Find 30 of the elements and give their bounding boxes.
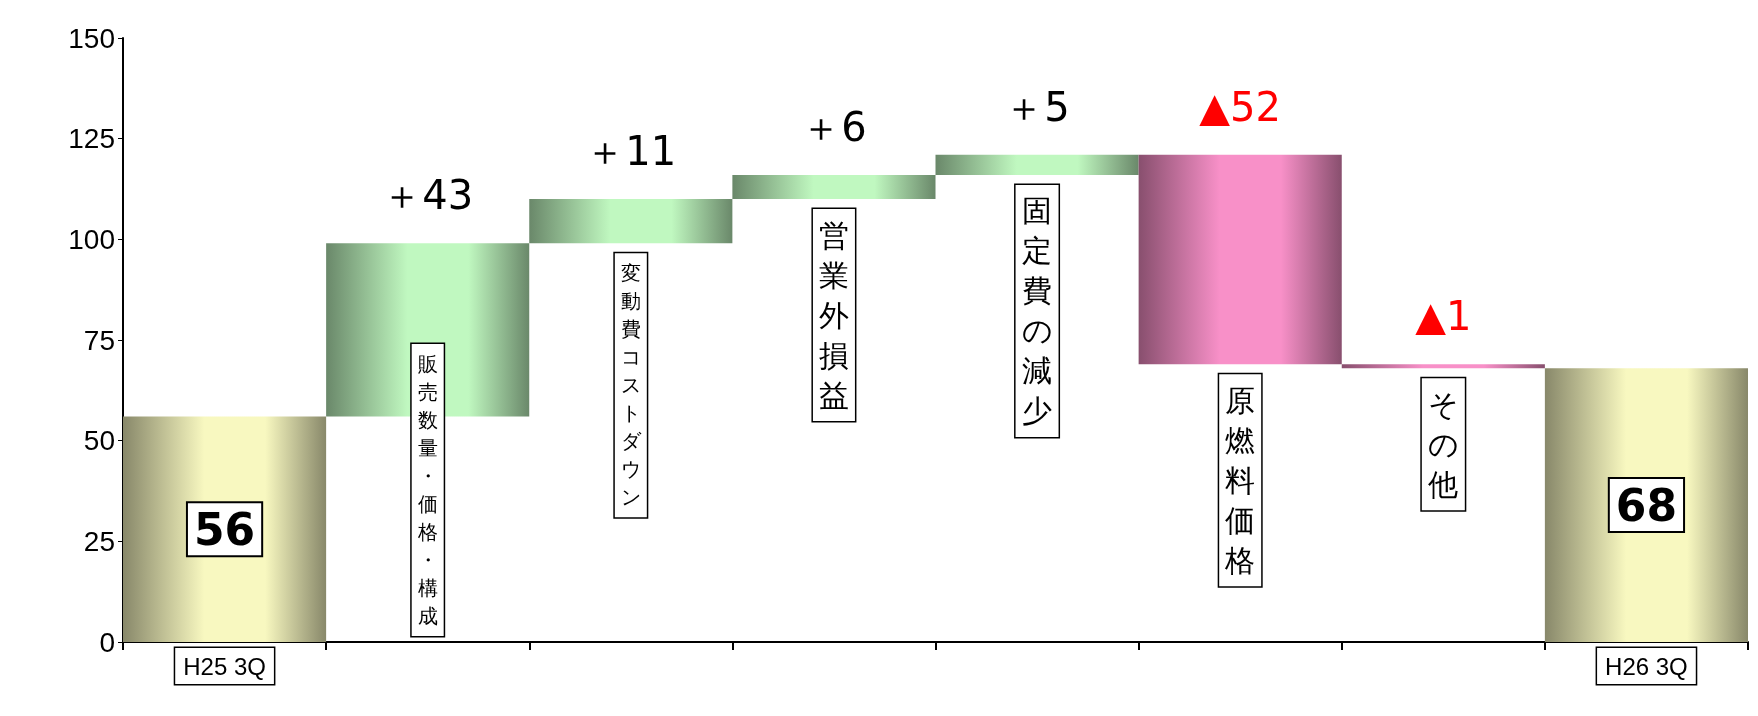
bar <box>1544 368 1748 642</box>
bar <box>123 416 327 642</box>
data-label: ▲52 <box>1199 83 1282 130</box>
data-label: ＋6 <box>801 103 867 150</box>
y-tick-label: 0 <box>99 626 115 658</box>
x-tick-label: H26 3Q <box>1605 652 1688 680</box>
y-tick-label: 75 <box>83 324 115 356</box>
category-label: 販売数量・価格・構成 <box>417 352 438 628</box>
data-label: ＋43 <box>382 172 474 219</box>
data-label: ▲1 <box>1415 293 1472 340</box>
x-tick-label: 原燃料価格 <box>1224 382 1256 578</box>
bar <box>732 174 936 200</box>
y-tick-label: 125 <box>68 123 115 155</box>
data-label: ＋11 <box>585 128 677 175</box>
x-tick-label: H25 3Q <box>183 652 266 680</box>
bar <box>529 199 733 244</box>
y-tick-label: 50 <box>83 425 115 457</box>
data-label: ＋5 <box>1004 83 1070 130</box>
bar <box>1341 364 1545 369</box>
x-tick-label: 固定費の減少 <box>1021 193 1053 429</box>
y-tick-label: 150 <box>68 22 115 54</box>
data-label: 56 <box>193 503 256 555</box>
y-tick-label: 100 <box>68 223 115 255</box>
y-tick-label: 25 <box>83 525 115 557</box>
x-tick-label: その他 <box>1427 386 1459 502</box>
bar <box>935 154 1139 175</box>
x-tick-label: 営業外損益 <box>818 217 849 413</box>
category-label: 変動費コストダウン <box>620 261 641 510</box>
bar <box>1138 154 1342 365</box>
data-label: 68 <box>1615 479 1678 531</box>
